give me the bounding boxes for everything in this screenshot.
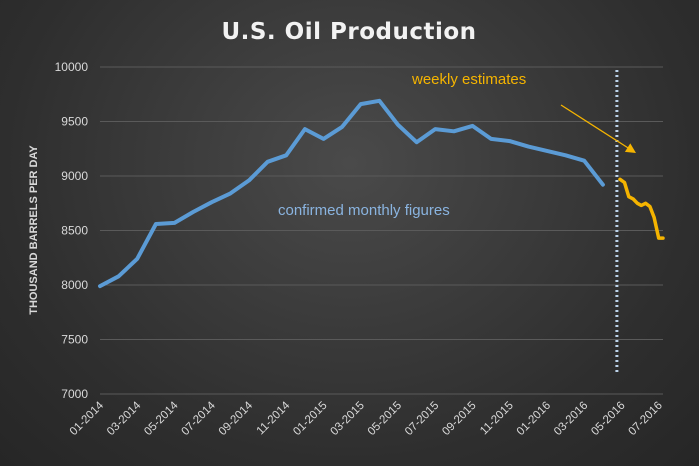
- x-tick-label: 01-2014: [68, 399, 107, 438]
- weekly-arrow: [560, 104, 636, 153]
- y-tick-label: 8000: [61, 278, 88, 292]
- data-point: [210, 200, 214, 204]
- x-tick-label: 05-2015: [366, 400, 404, 438]
- x-tick-label: 05-2016: [589, 400, 627, 438]
- data-point: [635, 201, 639, 205]
- gridlines: [100, 66, 663, 395]
- x-tick-label: 03-2015: [329, 400, 367, 438]
- data-point: [247, 178, 251, 182]
- data-point: [359, 102, 363, 106]
- y-tick-label: 7000: [61, 387, 88, 401]
- annotation-confirmed: confirmed monthly figures: [278, 202, 450, 219]
- data-point: [377, 99, 381, 103]
- data-point: [489, 137, 493, 141]
- data-point: [228, 191, 232, 196]
- data-point: [266, 160, 270, 164]
- data-point: [644, 201, 647, 205]
- y-axis-ticks: 7000 7500 8000 8500 9000 9500 10000: [55, 60, 89, 401]
- y-tick-label: 8500: [61, 224, 88, 238]
- data-point: [564, 153, 568, 157]
- data-point: [415, 140, 419, 144]
- weekly-estimates-line: [618, 177, 665, 240]
- data-point: [652, 216, 656, 219]
- x-tick-label: 05-2014: [142, 399, 181, 438]
- data-point: [117, 274, 121, 278]
- data-point: [172, 221, 177, 225]
- data-point: [303, 127, 307, 131]
- data-point: [396, 123, 400, 127]
- data-point: [154, 222, 158, 226]
- data-point: [321, 137, 326, 141]
- data-point: [470, 124, 475, 128]
- y-tick-label: 9500: [61, 115, 88, 129]
- y-tick-label: 7500: [61, 333, 88, 347]
- chart-title: U.S. Oil Production: [221, 19, 476, 45]
- data-point: [623, 181, 626, 184]
- y-axis-label: THOUSAND BARRELS PER DAY: [28, 145, 40, 315]
- series-lines: [98, 98, 665, 289]
- data-point: [545, 149, 549, 153]
- x-tick-label: 07-2014: [180, 399, 219, 438]
- x-tick-label: 01-2015: [291, 400, 329, 438]
- data-point: [284, 153, 288, 157]
- data-point: [627, 195, 631, 199]
- data-point: [618, 177, 622, 181]
- data-point: [639, 204, 643, 207]
- data-point: [191, 210, 195, 214]
- x-tick-label: 09-2015: [440, 400, 478, 438]
- x-tick-label: 07-2016: [627, 400, 665, 438]
- arrow-head: [624, 143, 636, 153]
- data-point: [433, 127, 437, 131]
- y-tick-label: 10000: [55, 60, 89, 74]
- data-point: [601, 183, 605, 187]
- data-point: [648, 205, 652, 208]
- confirmed-monthly-line: [98, 98, 605, 289]
- data-point: [508, 139, 512, 143]
- arrow-shaft: [560, 104, 630, 150]
- y-tick-label: 9000: [61, 169, 88, 183]
- x-tick-label: 07-2015: [403, 400, 441, 438]
- data-point: [452, 129, 456, 133]
- x-tick-label: 01-2016: [515, 400, 553, 438]
- data-point: [582, 159, 586, 163]
- data-point: [526, 144, 530, 149]
- x-tick-label: 03-2014: [105, 399, 144, 438]
- data-point: [135, 257, 139, 261]
- data-point: [340, 125, 344, 129]
- x-tick-label: 03-2016: [552, 400, 590, 438]
- data-point: [661, 236, 665, 240]
- x-tick-label: 11-2014: [255, 399, 293, 437]
- data-point: [98, 284, 102, 288]
- data-point: [657, 236, 661, 240]
- x-tick-label: 11-2015: [478, 400, 516, 438]
- data-point: [631, 197, 635, 201]
- x-tick-label: 09-2014: [217, 399, 256, 438]
- annotation-weekly: weekly estimates: [411, 71, 526, 88]
